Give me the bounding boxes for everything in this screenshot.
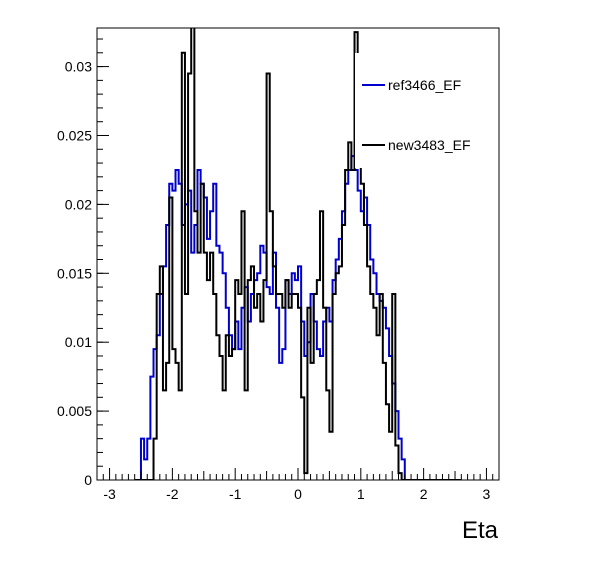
- y-tick-label: 0.015: [57, 265, 92, 281]
- x-tick-label: -1: [229, 486, 242, 502]
- legend: ref3466_EF new3483_EF: [355, 53, 495, 168]
- y-tick-label: 0.01: [65, 334, 92, 350]
- x-tick-label: -2: [166, 486, 179, 502]
- y-tick-label: 0.02: [65, 196, 92, 212]
- axes: 0 0.005 0.01 0.015 0.02 0.025 0.03 -3 -2 -1 0 1 2 3: [57, 38, 500, 502]
- legend-label-2: new3483_EF: [388, 137, 471, 153]
- legend-label-1: ref3466_EF: [388, 77, 461, 93]
- y-tick-label: 0.03: [65, 59, 92, 75]
- x-tick-label: 1: [357, 486, 365, 502]
- y-tick-label: 0.005: [57, 403, 92, 419]
- x-axis-label: Eta: [462, 517, 499, 544]
- x-tick-label: 0: [294, 486, 302, 502]
- legend-box: [355, 53, 495, 168]
- y-tick-label: 0: [84, 472, 92, 488]
- series-line-1: [134, 155, 462, 480]
- series-line-2: [134, 28, 462, 480]
- y-tick-label: 0.025: [57, 127, 92, 143]
- x-tick-label: 3: [483, 486, 491, 502]
- x-tick-label: -3: [103, 486, 116, 502]
- series-layer: [134, 28, 462, 480]
- x-tick-label: 2: [420, 486, 428, 502]
